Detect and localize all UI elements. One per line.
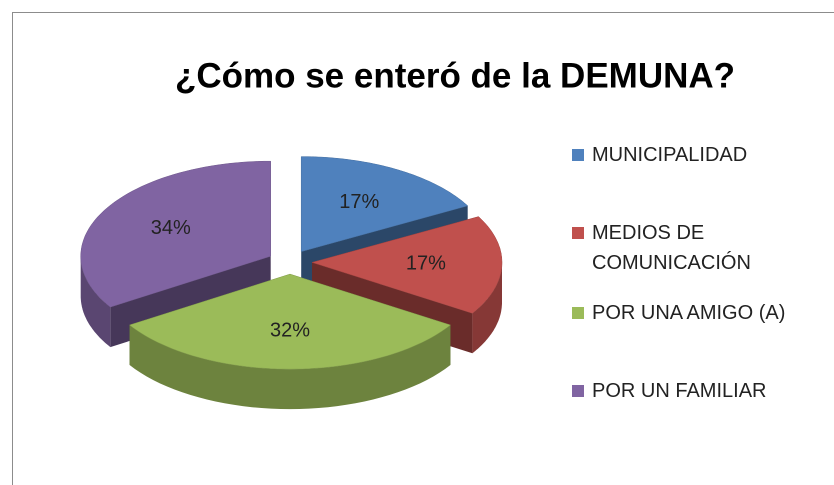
slice-top <box>80 160 271 308</box>
slice-wall <box>129 325 451 410</box>
legend-swatch <box>572 385 584 397</box>
legend-label: MEDIOS DE COMUNICACIÓN <box>592 222 751 274</box>
data-label: 32% <box>270 319 310 341</box>
slice-top <box>311 216 503 314</box>
legend-item: MUNICIPALIDAD <box>572 140 812 170</box>
chart-title: ¿Cómo se enteró de la DEMUNA? <box>175 56 735 95</box>
slice-top <box>129 273 451 370</box>
legend-label: POR UNA AMIGO (A) <box>592 302 786 324</box>
legend-item: POR UN FAMILIAR <box>572 376 812 406</box>
slice-wall <box>472 262 502 354</box>
legend-swatch <box>572 227 584 239</box>
legend-swatch <box>572 149 584 161</box>
data-label: 17% <box>406 252 446 274</box>
chart-frame <box>12 12 834 485</box>
slice <box>129 273 451 410</box>
slice-top <box>300 156 469 252</box>
legend-swatch <box>572 307 584 319</box>
legend-item: POR UNA AMIGO (A) <box>572 298 812 328</box>
legend-item: MEDIOS DE COMUNICACIÓN <box>572 218 812 278</box>
legend-label: MUNICIPALIDAD <box>592 144 748 166</box>
data-label: 34% <box>151 217 191 239</box>
data-label: 17% <box>339 191 379 213</box>
slice-wall <box>80 256 111 348</box>
legend-label: POR UN FAMILIAR <box>592 380 767 402</box>
